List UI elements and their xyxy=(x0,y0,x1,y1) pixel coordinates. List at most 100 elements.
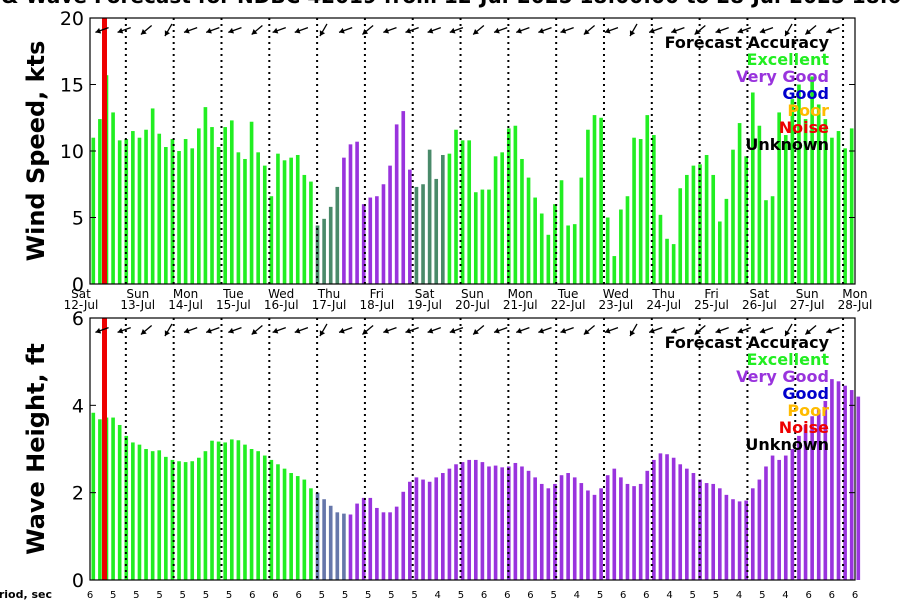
bar xyxy=(803,424,808,580)
bar xyxy=(473,459,478,580)
bar xyxy=(434,477,439,580)
bar xyxy=(236,440,241,580)
bar xyxy=(144,129,148,284)
legend-item: Noise xyxy=(779,118,829,137)
bar xyxy=(520,158,524,284)
wind-direction-arrow xyxy=(472,325,485,335)
day-of-week-label: Wed xyxy=(603,287,629,301)
bar xyxy=(506,128,511,284)
bar xyxy=(843,385,847,580)
wind-direction-arrow xyxy=(251,25,263,35)
bar xyxy=(441,154,445,284)
bar xyxy=(269,459,274,580)
bar xyxy=(190,148,195,284)
wind-direction-arrow xyxy=(737,326,752,334)
day-labels: Sat12-JulSun13-JulMon14-JulTue15-JulWed1… xyxy=(64,287,873,312)
wind-direction-arrow xyxy=(583,325,596,335)
bar xyxy=(717,488,722,580)
bar xyxy=(553,204,557,284)
bar xyxy=(658,453,663,580)
period-value: 6 xyxy=(620,590,626,600)
bar xyxy=(190,461,195,580)
bar xyxy=(302,174,307,284)
bar xyxy=(91,412,96,580)
bar xyxy=(98,419,102,580)
period-value: 5 xyxy=(133,590,139,600)
wind-direction-arrow xyxy=(117,326,131,334)
bar xyxy=(711,174,716,284)
bar xyxy=(619,209,623,284)
wind-direction-arrow xyxy=(826,26,840,34)
bar xyxy=(394,506,399,580)
bar xyxy=(289,157,293,284)
wind-direction-arrow xyxy=(604,326,619,334)
period-value: 5 xyxy=(319,590,325,600)
bar xyxy=(414,477,419,580)
bar xyxy=(513,125,518,284)
day-of-week-label: Sat xyxy=(749,287,769,301)
date-label: 27-Jul xyxy=(790,298,825,312)
bar xyxy=(335,512,340,580)
bar xyxy=(408,481,412,580)
period-value: 5 xyxy=(180,590,186,600)
bar xyxy=(632,486,636,580)
bar xyxy=(256,152,260,284)
wind-direction-arrow xyxy=(361,25,374,35)
bar xyxy=(249,449,254,580)
bar xyxy=(348,144,353,284)
bar xyxy=(361,497,366,580)
bar xyxy=(249,121,254,285)
wave-height-panel: 0 2 4 6 Wave Height, ft Forecast AccuracyExce… xyxy=(22,308,861,592)
bar xyxy=(777,112,781,285)
bar xyxy=(295,476,300,580)
bar xyxy=(849,128,854,284)
bar xyxy=(559,180,564,284)
bar xyxy=(717,221,722,284)
bar xyxy=(216,147,221,284)
day-of-week-label: Thu xyxy=(317,287,341,301)
bar xyxy=(546,234,551,284)
wind-direction-arrow xyxy=(117,26,131,34)
date-label: 22-Jul xyxy=(551,298,586,312)
bar xyxy=(836,381,841,580)
bar xyxy=(592,494,597,580)
wind-direction-arrow xyxy=(538,26,552,34)
wind-direction-arrow xyxy=(251,325,263,335)
wind-direction-arrow xyxy=(361,325,374,335)
period-value: 6 xyxy=(481,590,487,600)
date-label: 18-Jul xyxy=(359,298,394,312)
bar xyxy=(546,488,551,580)
bar xyxy=(750,488,755,580)
bar xyxy=(823,119,828,284)
bar xyxy=(309,488,313,580)
bar xyxy=(638,139,643,284)
period-value: 6 xyxy=(249,590,255,600)
wind-direction-arrow xyxy=(694,25,706,35)
bar xyxy=(269,196,274,284)
bar xyxy=(216,441,221,580)
day-of-week-label: Mon xyxy=(842,287,867,301)
day-of-week-label: Wed xyxy=(268,287,294,301)
bar xyxy=(592,115,597,284)
wind-direction-arrow xyxy=(405,326,419,334)
bar xyxy=(757,125,762,284)
bar xyxy=(612,468,617,580)
period-value: 5 xyxy=(759,590,765,600)
period-value: 6 xyxy=(527,590,533,600)
wind-speed-panel: 0 5 10 15 20 Wind Speed, kts Forecast Accuracy… xyxy=(22,8,856,296)
bar xyxy=(131,131,135,284)
day-of-week-label: Fri xyxy=(704,287,718,301)
bar xyxy=(427,149,432,284)
bar xyxy=(111,112,115,285)
period-value: 5 xyxy=(156,590,162,600)
bar xyxy=(790,449,795,580)
y-tick-label: 15 xyxy=(60,75,84,97)
wind-direction-arrow xyxy=(338,326,353,334)
wind-direction-arrow xyxy=(804,325,817,335)
date-label: 26-Jul xyxy=(742,298,777,312)
bar xyxy=(724,494,729,580)
bar xyxy=(144,449,148,580)
bar xyxy=(447,468,452,580)
bar xyxy=(572,477,577,580)
bar xyxy=(579,483,584,580)
